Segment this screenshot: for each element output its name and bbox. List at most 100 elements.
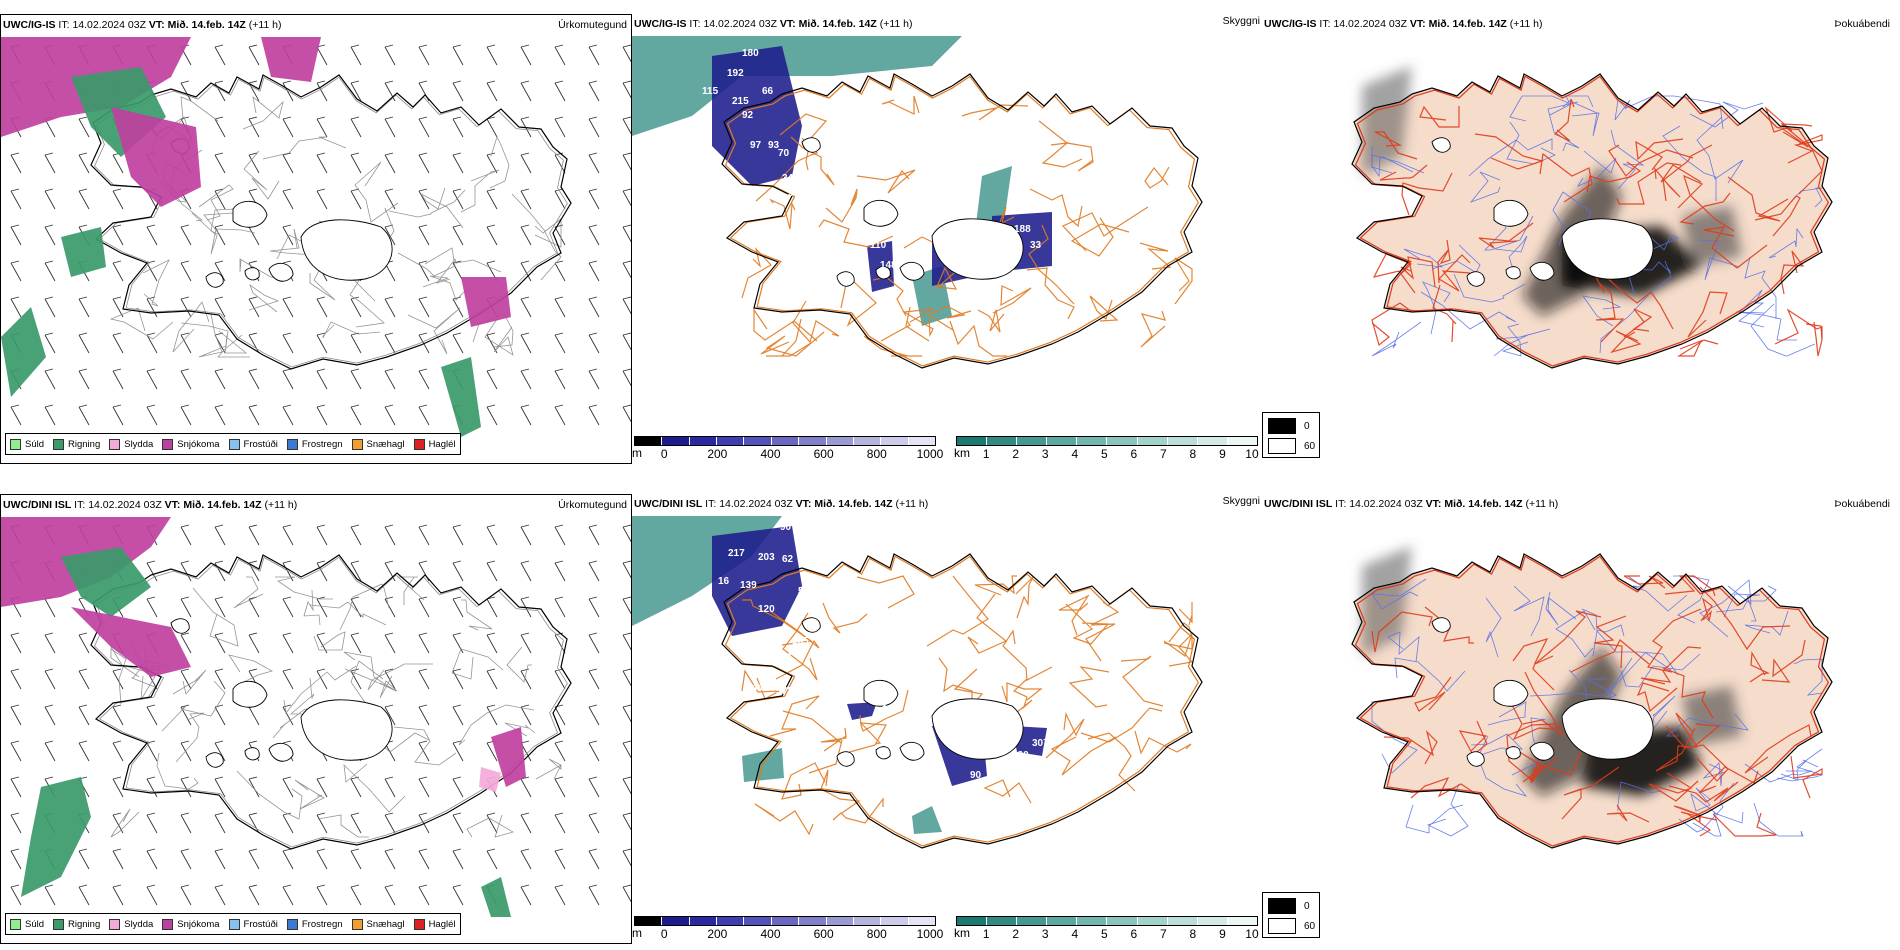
vt-label: VT:	[795, 498, 812, 510]
ceiling-label: 306	[788, 188, 805, 199]
ceiling-label: 97	[750, 140, 762, 151]
colorbar-unit: km	[954, 926, 970, 940]
colorbar-cell	[1137, 437, 1168, 445]
panel-fog-dini: UWC/DINI ISL IT: 14.02.2024 03Z VT: Mið.…	[1262, 494, 1900, 944]
colorbar-tick: 400	[760, 447, 781, 461]
fog-legend-item: 60	[1268, 438, 1315, 454]
visibility-colorbar: 1 2 3 4 5 6 7 8 9 10 km	[954, 436, 1259, 461]
colorbar-tick: 1	[982, 927, 990, 941]
precip-legend: Súld Rigning Slydda Snjókoma Frostúði Frostre…	[5, 433, 461, 455]
ceiling-label: 11	[782, 652, 793, 663]
colorbar-cell	[662, 917, 690, 925]
colorbar-tick: 800	[866, 927, 887, 941]
colorbar-tick: 3	[1041, 927, 1049, 941]
legend-swatch	[162, 438, 174, 450]
legend-swatch	[53, 438, 65, 450]
colorbar-tick: 400	[760, 927, 781, 941]
precip-legend-item: Slydda	[109, 438, 153, 450]
colorbar-cell	[1017, 437, 1048, 445]
precip-legend-item: Frostúði	[228, 918, 278, 930]
precip-legend-item: Rigning	[53, 438, 100, 450]
lead-time: (+11 h)	[1509, 18, 1543, 30]
valid-time: Mið. 14.feb. 14Z	[798, 18, 877, 30]
colorbar-tick: 600	[813, 447, 834, 461]
fog-map	[1351, 66, 1833, 369]
legend-swatch	[1268, 438, 1296, 454]
ceiling-label: 90	[780, 522, 792, 533]
colorbar-tick: 9	[1219, 447, 1226, 461]
colorbar-tick: 8	[1189, 927, 1197, 941]
legend-swatch	[413, 438, 425, 450]
panel-header: UWC/DINI ISL IT: 14.02.2024 03Z VT: Mið.…	[3, 499, 297, 511]
valid-time: Mið. 14.feb. 14Z	[814, 498, 893, 510]
legend-swatch	[228, 918, 240, 930]
legend-label: Snæhagl	[366, 438, 405, 450]
colorbar-tick: 3	[1041, 447, 1049, 461]
precip-legend-item: Snæhagl	[351, 918, 405, 930]
it-label: IT:	[74, 499, 86, 511]
ceiling-label: 120	[758, 604, 775, 615]
legend-swatch	[351, 918, 363, 930]
init-time: 14.02.2024 03Z	[72, 19, 146, 31]
vt-label: VT:	[164, 499, 181, 511]
colorbar-tick: 1	[982, 447, 990, 461]
vt-label: VT:	[1425, 498, 1442, 510]
field-type-label: Úrkomutegund	[558, 19, 627, 31]
field-type-label: Úrkomutegund	[558, 499, 627, 511]
colorbar-cells	[956, 436, 1258, 446]
colorbar-cell	[1197, 437, 1228, 445]
field-type-label: Skyggni	[1222, 495, 1260, 507]
model-name: UWC/DINI ISL	[3, 499, 72, 511]
fog-legend-item: 0	[1268, 418, 1310, 434]
colorbar-cell	[717, 917, 745, 925]
ceiling-label: 15	[714, 688, 726, 699]
colorbar-cell	[1077, 437, 1108, 445]
colorbar-unit: m	[632, 926, 642, 940]
legend-swatch	[286, 438, 298, 450]
lead-time: (+11 h)	[879, 18, 913, 30]
fog-legend: 0 60	[1262, 892, 1320, 938]
colorbar-unit: km	[954, 446, 970, 460]
colorbar-cell	[717, 437, 745, 445]
colorbar-tick: 1000	[916, 927, 944, 941]
legend-swatch	[1268, 418, 1296, 434]
colorbar-tick: 7	[1160, 927, 1167, 941]
ceiling-label: 44	[752, 682, 764, 693]
legend-label: Rigning	[68, 918, 101, 930]
ceiling-label: 66	[762, 86, 774, 97]
precip-legend-item: Frostúði	[228, 438, 278, 450]
model-name: UWC/IG-IS	[634, 18, 687, 30]
colorbar-tick: 10	[1245, 927, 1259, 941]
colorbar-cell	[744, 917, 772, 925]
panel-visibility-dini: UWC/DINI ISL IT: 14.02.2024 03Z VT: Mið.…	[632, 494, 1260, 944]
it-label: IT:	[1319, 18, 1331, 30]
legend-label: 60	[1304, 920, 1316, 932]
ceiling-label: 72	[736, 206, 748, 217]
vt-label: VT:	[779, 18, 796, 30]
lead-time: (+11 h)	[1525, 498, 1559, 510]
ceiling-label: 98	[952, 738, 964, 749]
colorbar-cell	[1107, 437, 1138, 445]
colorbar-tick: 6	[1130, 447, 1138, 461]
field-type-label: Skyggni	[1222, 15, 1260, 27]
init-time: 14.02.2024 03Z	[88, 499, 162, 511]
colorbar-cell	[799, 437, 827, 445]
legend-label: 60	[1304, 440, 1316, 452]
colorbar-cell	[1137, 917, 1168, 925]
colorbar-cells	[634, 916, 936, 926]
legend-label: Frostúði	[243, 918, 278, 930]
colorbar-cell	[1107, 917, 1138, 925]
ceiling-label: 115	[702, 86, 719, 97]
legend-swatch	[109, 918, 121, 930]
legend-label: 0	[1304, 420, 1310, 432]
ceiling-label: 119	[972, 750, 989, 761]
colorbar-cell	[957, 917, 988, 925]
precip-legend-item: Haglél	[413, 438, 456, 450]
lead-time: (+11 h)	[264, 499, 298, 511]
colorbar-tick: 0	[660, 447, 668, 461]
panel-precip-type-igis: UWC/IG-IS IT: 14.02.2024 03Z VT: Mið. 14…	[0, 14, 632, 464]
ceiling-label: 346	[782, 173, 799, 184]
colorbar-cell	[662, 437, 690, 445]
colorbar-tick: 2	[1012, 447, 1020, 461]
model-name: UWC/IG-IS	[3, 19, 56, 31]
